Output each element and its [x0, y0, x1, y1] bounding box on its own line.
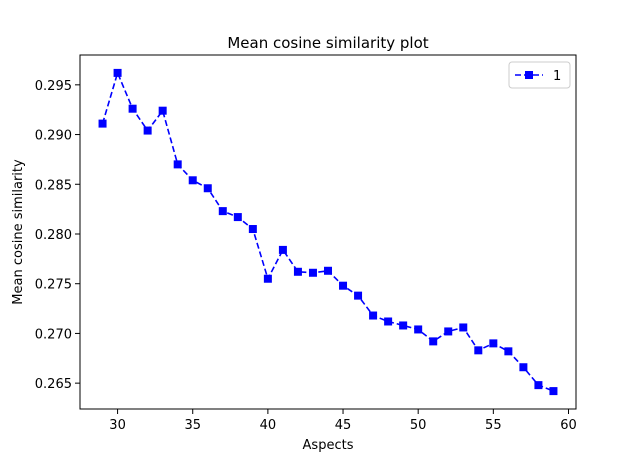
data-point [308, 268, 317, 277]
y-tick-label: 0.280 [35, 228, 72, 243]
legend: 1 [508, 61, 571, 89]
data-point [324, 266, 332, 275]
data-point [98, 119, 107, 128]
data-point [504, 347, 513, 356]
x-tick-label: 50 [410, 418, 427, 433]
data-point [384, 317, 393, 326]
data-point [113, 68, 122, 77]
data-point [293, 267, 302, 276]
y-tick-label: 0.270 [35, 327, 72, 342]
y-tick-label: 0.290 [35, 129, 72, 144]
x-tick-label: 30 [109, 418, 126, 433]
data-point [173, 160, 182, 169]
data-point [263, 274, 272, 283]
data-point [143, 126, 152, 135]
y-tick-label: 0.295 [35, 79, 72, 94]
data-point [414, 325, 423, 334]
data-point [158, 106, 167, 115]
legend-box [508, 61, 571, 89]
data-point [188, 176, 197, 185]
data-point [459, 323, 468, 332]
data-point [369, 311, 378, 320]
y-axis: 0.265 0.270 0.275 0.280 0.285 0.290 0.295 [35, 79, 80, 392]
x-tick-label: 35 [184, 418, 201, 433]
y-axis-title: Mean cosine similarity [11, 159, 26, 305]
chart-title: Mean cosine similarity plot [227, 34, 428, 52]
plot-frame [79, 54, 577, 410]
data-point [278, 245, 287, 254]
data-point [354, 291, 363, 300]
x-tick-label: 55 [485, 418, 502, 433]
x-tick-label: 45 [335, 418, 352, 433]
data-point [218, 207, 227, 216]
legend-label: 1 [553, 69, 561, 84]
x-axis: 30 35 40 45 50 55 60 [109, 409, 577, 433]
data-point [444, 327, 453, 336]
data-point [474, 346, 483, 355]
y-tick-label: 0.285 [35, 178, 72, 193]
x-tick-label: 40 [260, 418, 277, 433]
data-point [489, 339, 498, 348]
data-point [339, 281, 348, 290]
data-point [248, 225, 257, 234]
data-point [534, 381, 543, 390]
data-point [429, 337, 438, 346]
plot-marks [98, 68, 558, 396]
data-point [549, 387, 558, 396]
series-line [101, 70, 554, 392]
x-tick-label: 60 [560, 418, 577, 433]
data-point [203, 184, 212, 193]
data-point [519, 363, 528, 372]
x-axis-title: Aspects [303, 438, 354, 453]
data-point [233, 213, 242, 222]
y-tick-label: 0.275 [35, 278, 72, 293]
data-point [128, 104, 137, 113]
data-point [399, 321, 408, 330]
y-tick-label: 0.265 [35, 377, 72, 392]
legend-marker [525, 71, 533, 79]
